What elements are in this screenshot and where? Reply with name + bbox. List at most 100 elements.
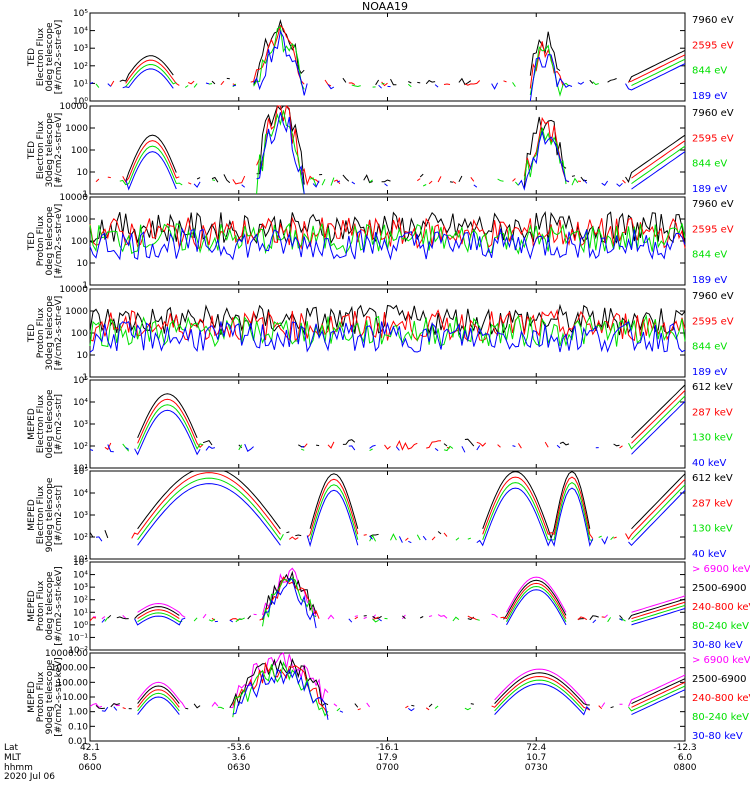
y-tick-label: 1000 [65,307,88,317]
y-axis-label: 90deg telescope [45,659,55,734]
legend-entry: 2500-6900 [692,583,747,594]
series-trace [125,112,686,195]
series-trace [89,29,686,102]
legend-entry: 80-240 keV [692,621,749,632]
x-tick-label-mlt: 6.0 [678,753,693,763]
legend-entry: 7960 eV [692,15,734,26]
x-tick-label-mlt: 3.6 [232,753,247,763]
series-trace [89,576,686,622]
series-trace [89,308,686,343]
legend-entry: 80-240 keV [692,712,749,723]
y-tick-label: 100 [71,329,88,339]
x-tick-label-time: 0800 [674,763,697,773]
y-tick-label: 10⁴ [73,489,88,499]
y-axis-label: [#/cm2-s-str-eV] [54,296,64,371]
y-tick-label: 10³ [73,583,88,593]
y-tick-label: 1000 [65,215,88,225]
legend-entry: 40 keV [692,549,726,560]
series-trace [95,105,686,186]
legend-entry: 130 keV [692,524,733,535]
series-trace [104,390,686,451]
y-axis-label: Proton Flux [36,307,46,358]
series-trace [122,395,686,452]
series-trace [119,19,686,86]
panel-frame [89,652,686,742]
legend-entry: 189 eV [692,367,727,378]
y-tick-label: 10¹ [73,608,88,618]
x-tick-label-mlt: 8.5 [83,753,97,763]
y-axis-label: Electron Flux [36,485,46,544]
legend-entry: 2595 eV [692,316,734,327]
panel-frame [89,196,686,286]
y-axis-label: 90deg telescope [45,477,55,552]
y-tick-label: 10⁵ [73,467,88,477]
y-tick-label: 10⁴ [73,571,88,581]
legend-entry: 130 keV [692,433,733,444]
y-tick-label: 10 [77,168,89,178]
y-tick-label: 10⁻² [68,646,88,656]
legend-entry: 7960 eV [692,291,734,302]
y-axis-label: Proton Flux [36,580,46,631]
series-trace [89,320,686,353]
series-trace [137,477,686,542]
panel-meped-electron-90deg: 10¹ 10² 10³ 10⁴ 10⁵ MEPED Electron Flux 90deg t… [27,467,733,565]
y-tick-label: 1 [82,281,88,291]
panel-meped-proton-90deg: 0.01 0.10 1.00 10.00 100.00 1000.00 10000.00 ME… [27,649,750,747]
y-tick-label: 10¹ [73,555,88,565]
y-axis-label: [#/cm2-s-str-keV] [54,566,64,645]
panel-ted-electron-30deg: 1 10 100 1000 10000 TED Electron Flux 30deg tel… [27,102,734,200]
panel-frame [89,12,686,102]
x-tick-label-lat: -12.3 [673,743,696,753]
panel-frame [89,288,686,378]
y-tick-label: 10 [77,259,89,269]
x-tick-label-lat: 72.4 [526,743,546,753]
legend-entry: > 6900 keV [692,564,750,575]
y-axis-label: [#/cm2-s-str-keV] [54,657,64,736]
series-trace [137,384,686,449]
legend-entry: 189 eV [692,275,727,286]
legend-entry: 189 eV [692,184,727,195]
legend-entry: 7960 eV [692,108,734,119]
y-tick-label: 10² [73,442,88,452]
x-axis-row-label: MLT [4,753,22,763]
y-axis-label: 0deg telescope [45,571,55,641]
series-trace [89,401,686,456]
y-axis-label: [#/cm2-s-str-eV] [54,204,64,279]
y-axis-label: MEPED [27,408,37,440]
y-tick-label: 10³ [73,44,88,54]
x-tick-label-time: 0730 [525,763,548,773]
x-tick-label-time: 0630 [227,763,250,773]
series-trace [104,577,686,627]
series-trace [95,483,686,548]
y-tick-label: 10000 [59,102,88,112]
x-tick-label-mlt: 17.9 [377,753,397,763]
y-axis-label: [#/cm2-s-str] [54,394,64,454]
series-trace [110,24,686,89]
y-tick-label: 10⁰ [73,97,88,107]
y-tick-label: 10² [73,596,88,606]
y-tick-label: 10000.00 [45,649,88,659]
x-tick-label-lat: 42.1 [80,743,100,753]
y-axis-label: [#/cm2-s-str] [54,485,64,545]
series-trace [89,314,686,348]
y-tick-label: 10000 [59,193,88,203]
legend-entry: 2595 eV [692,224,734,235]
y-tick-label: 10¹ [73,79,88,89]
legend-entry: 612 keV [692,473,733,484]
y-axis-label: Proton Flux [36,671,46,722]
y-axis-label: TED [27,48,37,67]
series-trace [89,227,686,261]
y-tick-label: 1 [82,373,88,383]
y-tick-label: 10³ [73,420,88,430]
legend-entry: 844 eV [692,159,727,170]
series-trace [101,578,686,629]
panel-ted-proton-0deg: 1 10 100 1000 10000 TED Proton Flux 0deg telesc… [27,193,734,291]
y-axis-label: Proton Flux [36,215,46,266]
y-tick-label: 10⁵ [73,558,88,568]
legend-entry: 2595 eV [692,40,734,51]
y-tick-label: 100 [71,237,88,247]
x-axis-row-label: hhmm [4,763,33,773]
y-tick-label: 100.00 [57,678,89,688]
y-tick-label: 10.00 [62,693,88,703]
